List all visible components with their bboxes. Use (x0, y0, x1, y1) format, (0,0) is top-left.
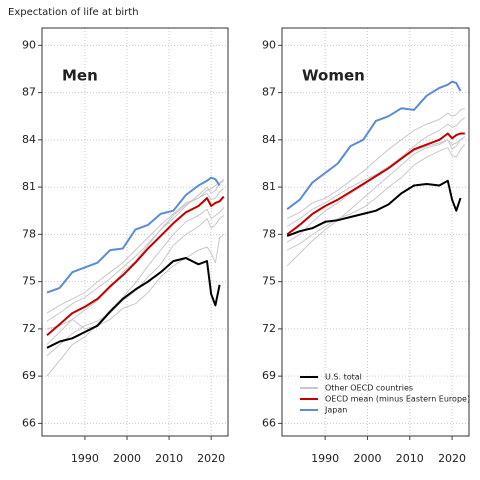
x-tick-label: 2010 (155, 452, 183, 465)
y-tick-label: 75 (262, 275, 276, 288)
plot-area (282, 28, 469, 436)
series-line (46, 257, 221, 349)
legend-label: Japan (324, 406, 347, 415)
legend-label: U.S. total (325, 373, 362, 382)
series-line (286, 80, 462, 211)
y-tick-label: 78 (22, 227, 36, 240)
x-tick-label: 2000 (113, 452, 141, 465)
x-tick-label: 2020 (438, 452, 466, 465)
x-tick-label: 1990 (71, 452, 99, 465)
series-line (46, 176, 221, 294)
y-tick-label: 78 (262, 227, 276, 240)
y-tick-label: 81 (22, 180, 36, 193)
other-country-line (286, 107, 465, 220)
x-tick-label: 2020 (197, 452, 225, 465)
other-country-line (46, 233, 225, 330)
x-tick-label: 1990 (311, 452, 339, 465)
y-tick-label: 84 (262, 133, 276, 146)
y-tick-label: 72 (22, 322, 36, 335)
legend-label: Other OECD countries (325, 384, 413, 393)
y-tick-label: 69 (262, 369, 276, 382)
other-country-line (46, 180, 225, 322)
y-tick-label: 84 (22, 133, 36, 146)
y-tick-label: 66 (262, 416, 276, 429)
y-tick-label: 87 (262, 86, 276, 99)
legend-label: OECD mean (minus Eastern Europe) (325, 395, 470, 404)
series-line (286, 132, 465, 236)
other-country-line (286, 136, 466, 267)
x-tick-label: 2000 (353, 452, 381, 465)
y-tick-label: 90 (22, 38, 36, 51)
y-tick-label: 75 (22, 275, 36, 288)
x-tick-label: 2010 (396, 452, 424, 465)
other-country-line (46, 207, 225, 377)
y-tick-label: 90 (262, 38, 276, 51)
panel-title: Women (302, 67, 365, 85)
other-country-line (286, 144, 466, 251)
y-tick-label: 81 (262, 180, 276, 193)
plot-border (281, 27, 470, 437)
y-tick-label: 66 (22, 416, 36, 429)
panel-title: Men (62, 67, 98, 85)
other-country-line (46, 178, 225, 314)
plot-border (41, 27, 229, 437)
y-tick-label: 69 (22, 369, 36, 382)
y-tick-label: 72 (262, 322, 276, 335)
page-title: Expectation of life at birth (8, 7, 139, 18)
other-country-line (46, 188, 225, 345)
series-line (286, 179, 462, 237)
other-country-line (286, 117, 466, 243)
y-tick-label: 87 (22, 86, 36, 99)
series-line (46, 195, 225, 336)
